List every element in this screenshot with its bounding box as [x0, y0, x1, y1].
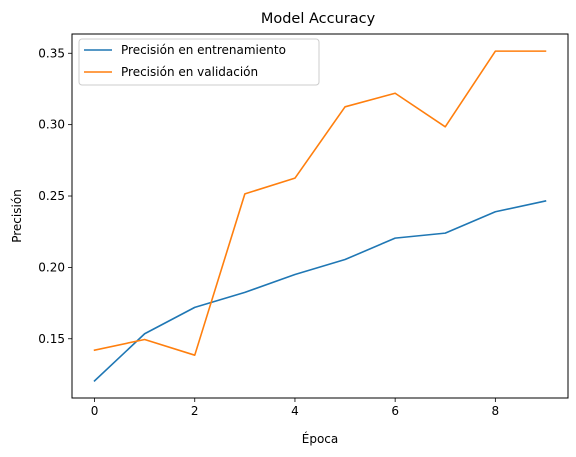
legend-box [78, 38, 320, 86]
y-tick-label-0: 0.15 [38, 332, 65, 346]
legend-label-1: Precisión en validación [121, 65, 258, 79]
series-line-0 [93, 200, 547, 383]
x-axis: 0 2 4 6 8 [91, 398, 499, 418]
y-tick-label-4: 0.35 [38, 46, 65, 60]
y-tick-label-2: 0.25 [38, 189, 65, 203]
x-tick-label-2: 4 [291, 404, 299, 418]
x-axis-label: Época [302, 431, 339, 446]
series-line-1 [93, 50, 547, 356]
legend-label-0: Precisión en entrenamiento [121, 43, 286, 57]
legend: Precisión en entrenamiento Precisión en v… [78, 38, 320, 86]
y-axis-label: Precisión [10, 189, 24, 243]
y-axis: 0.15 0.20 0.25 0.30 0.35 [38, 46, 72, 346]
y-tick-label-3: 0.30 [38, 118, 65, 132]
x-tick-label-3: 6 [391, 404, 399, 418]
x-tick-label-0: 0 [91, 404, 99, 418]
x-tick-label-1: 2 [191, 404, 199, 418]
x-tick-label-4: 8 [492, 404, 500, 418]
y-tick-label-1: 0.20 [38, 260, 65, 274]
chart-title: Model Accuracy [261, 11, 376, 27]
plot-area [93, 50, 547, 383]
plot-frame [71, 33, 569, 399]
